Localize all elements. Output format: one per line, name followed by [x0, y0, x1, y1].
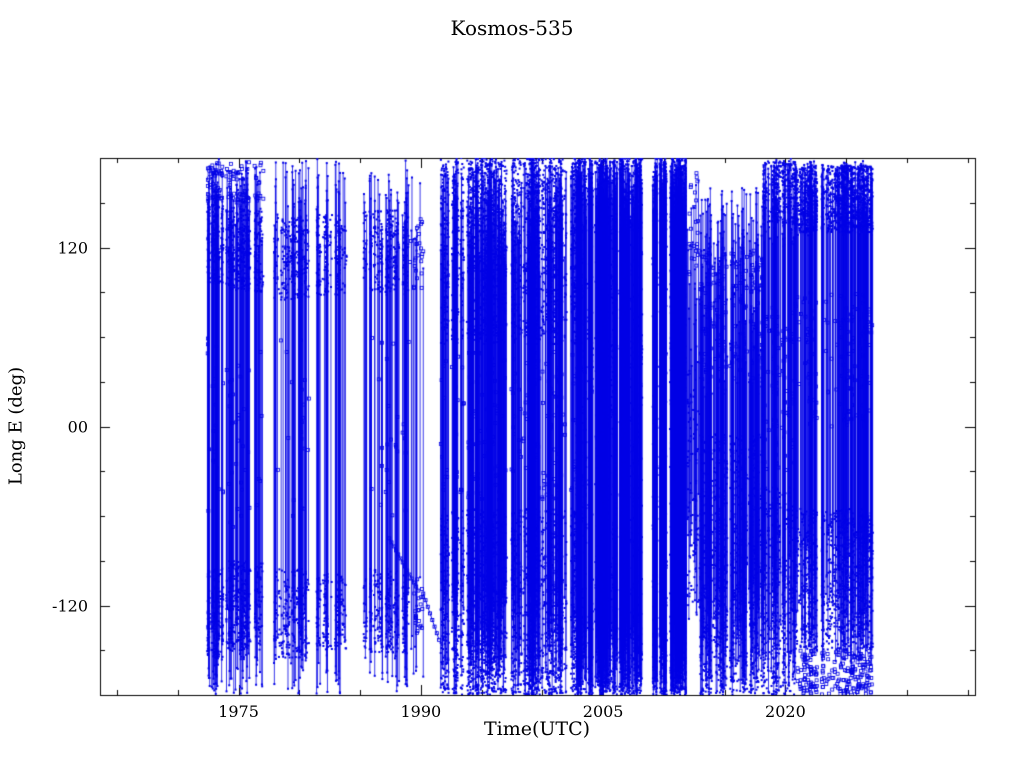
x-tick-label: 1975 — [218, 702, 259, 721]
y-tick-label: 00 — [67, 417, 88, 436]
x-axis-label: Time(UTC) — [483, 718, 591, 740]
chart-title: Kosmos-535 — [450, 16, 574, 40]
y-tick-label: -120 — [52, 596, 88, 615]
x-tick-label: 2005 — [582, 702, 624, 721]
y-axis-label: Long E (deg) — [5, 366, 27, 486]
x-tick-label: 2020 — [765, 702, 806, 721]
y-tick-label: 120 — [57, 238, 88, 257]
x-tick-label: 1990 — [400, 702, 442, 721]
